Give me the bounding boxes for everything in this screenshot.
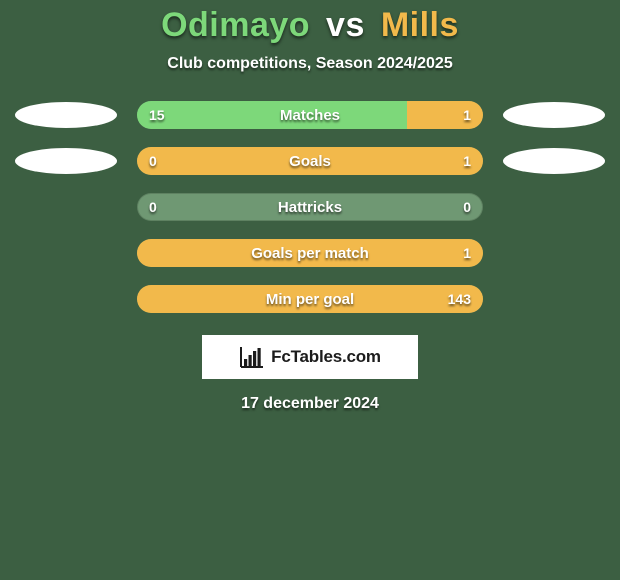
title-vs: vs	[326, 6, 365, 44]
stat-label-wrap: Hattricks	[137, 193, 483, 221]
date: 17 december 2024	[241, 395, 379, 413]
subtitle: Club competitions, Season 2024/2025	[167, 55, 452, 73]
stat-row: 143Min per goal	[0, 285, 620, 313]
barchart-icon	[239, 345, 265, 369]
stat-value-right: 143	[448, 291, 471, 307]
stat-bar-right-fill	[137, 147, 483, 175]
title-player1: Odimayo	[161, 6, 310, 44]
stat-row: 0 0 Hattricks	[0, 193, 620, 221]
stat-label: Hattricks	[278, 199, 342, 216]
stat-bar: 143Min per goal	[137, 285, 483, 313]
comparison-card: Odimayo vs Mills Club competitions, Seas…	[0, 0, 620, 413]
stat-value-right: 1	[463, 153, 471, 169]
stat-bar: 151Matches	[137, 101, 483, 129]
player2-chip	[503, 102, 605, 128]
stat-bar: 0 0 Hattricks	[137, 193, 483, 221]
stat-value-right: 1	[463, 245, 471, 261]
title-player2: Mills	[381, 6, 459, 44]
stat-row: 1Goals per match	[0, 239, 620, 267]
title: Odimayo vs Mills	[161, 6, 459, 45]
stat-bar-right-fill	[137, 239, 483, 267]
stat-bar-right-fill	[137, 285, 483, 313]
logo-text: FcTables.com	[271, 347, 381, 367]
stat-value-left: 0	[149, 153, 157, 169]
stat-bar: 1Goals per match	[137, 239, 483, 267]
stat-value-right: 0	[463, 199, 471, 215]
stat-value-right: 1	[463, 107, 471, 123]
stat-row: 01Goals	[0, 147, 620, 175]
stat-bar-left-fill	[137, 101, 407, 129]
stat-value-left: 0	[149, 199, 157, 215]
stat-bar-right-fill	[407, 101, 483, 129]
player1-chip	[15, 148, 117, 174]
player2-chip	[503, 148, 605, 174]
stat-value-left: 15	[149, 107, 165, 123]
player1-chip	[15, 102, 117, 128]
stat-rows: 151Matches01Goals00Hattricks1Goals per m…	[0, 101, 620, 313]
logo-box: FcTables.com	[202, 335, 418, 379]
stat-row: 151Matches	[0, 101, 620, 129]
stat-bar: 01Goals	[137, 147, 483, 175]
